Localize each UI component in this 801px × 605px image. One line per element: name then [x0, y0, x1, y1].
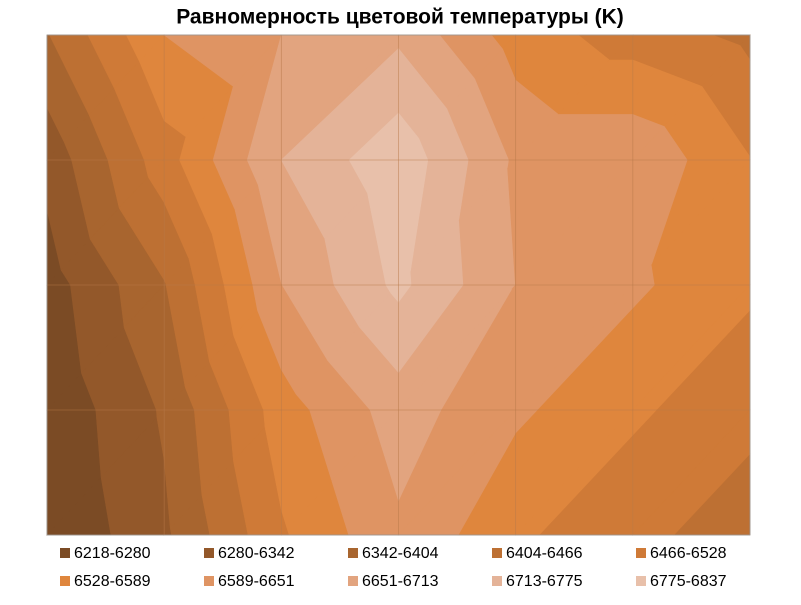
legend: 6218-6280 6280-6342 6342-6404 6404-6466 6466…	[60, 545, 727, 590]
legend-label: 6775-6837	[650, 573, 727, 590]
chart-title: Равномерность цветовой температуры (K)	[176, 6, 624, 29]
legend-label: 6651-6713	[362, 573, 439, 590]
legend-swatch	[348, 548, 358, 558]
legend-label: 6528-6589	[74, 573, 151, 590]
plot-border	[46, 34, 751, 536]
legend-swatch	[60, 576, 70, 586]
legend-swatch	[204, 548, 214, 558]
legend-label: 6713-6775	[506, 573, 583, 590]
plot-area	[46, 34, 751, 536]
legend-swatch	[636, 576, 646, 586]
legend-swatch	[60, 548, 70, 558]
legend-label: 6218-6280	[74, 545, 151, 562]
legend-swatch	[204, 576, 214, 586]
legend-label: 6466-6528	[650, 545, 727, 562]
legend-label: 6589-6651	[218, 573, 295, 590]
legend-swatch	[636, 548, 646, 558]
legend-swatch	[492, 576, 502, 586]
legend-swatch	[492, 548, 502, 558]
legend-label: 6280-6342	[218, 545, 295, 562]
legend-label: 6404-6466	[506, 545, 583, 562]
legend-swatch	[348, 576, 358, 586]
legend-label: 6342-6404	[362, 545, 439, 562]
